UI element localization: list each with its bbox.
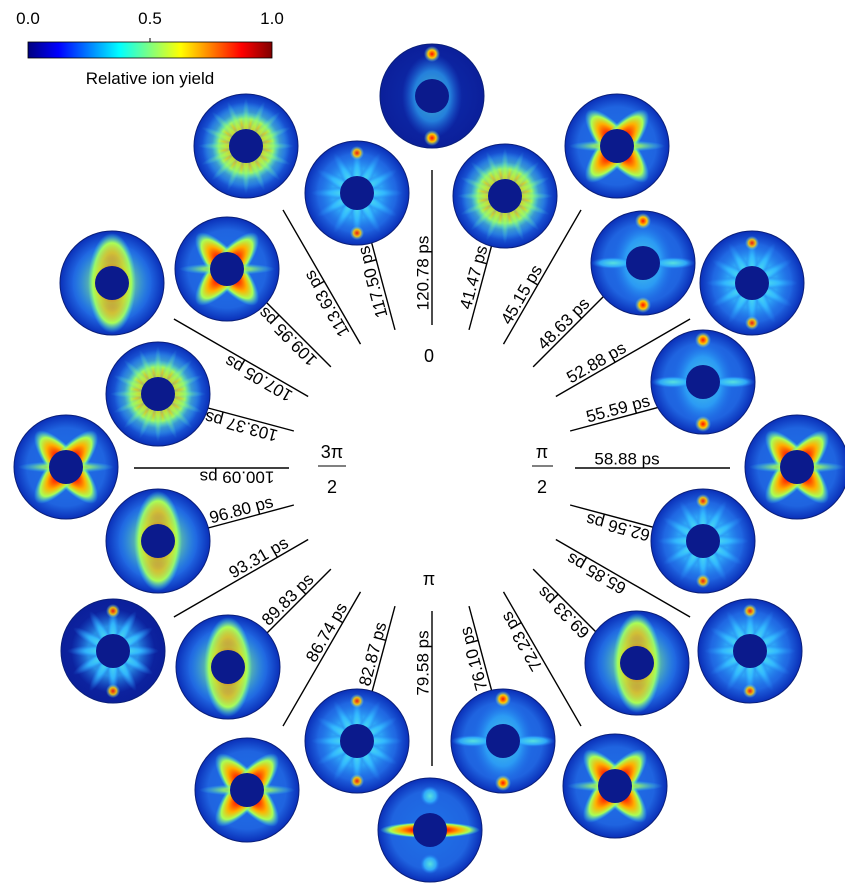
delay-label: 65.85 ps bbox=[563, 549, 629, 598]
delay-label: 58.88 ps bbox=[594, 450, 659, 469]
delay-label: 89.83 ps bbox=[258, 570, 318, 630]
spoke-line bbox=[282, 591, 362, 727]
colorbar-tick-0: 0.0 bbox=[16, 9, 40, 28]
ion-image bbox=[744, 414, 845, 520]
delay-label: 72.23 ps bbox=[497, 608, 546, 674]
phase-label-pi: π bbox=[423, 569, 435, 589]
phase-labels: 0 π π 2 3π 2 bbox=[318, 346, 553, 589]
ion-image bbox=[105, 488, 211, 594]
ion-image bbox=[193, 93, 299, 199]
delay-label: 103.37 ps bbox=[203, 407, 280, 445]
delay-label: 62.56 ps bbox=[584, 510, 652, 545]
ion-image bbox=[650, 329, 756, 435]
ion-image bbox=[194, 737, 300, 843]
ion-image bbox=[175, 614, 281, 720]
delay-label: 69.33 ps bbox=[534, 582, 594, 642]
delay-label: 86.74 ps bbox=[302, 599, 351, 665]
delay-label: 96.80 ps bbox=[207, 492, 275, 527]
ion-image bbox=[304, 688, 410, 794]
colorbar: 0.0 0.5 1.0 Relative ion yield bbox=[16, 9, 284, 88]
spoke-line bbox=[502, 591, 582, 727]
delay-label: 113.63 ps bbox=[300, 267, 353, 340]
delay-label: 45.15 ps bbox=[497, 262, 546, 328]
delay-label: 93.31 ps bbox=[226, 533, 292, 582]
delay-label: 55.59 ps bbox=[584, 391, 652, 426]
delay-label: 52.88 ps bbox=[563, 338, 629, 387]
spoke-line bbox=[502, 209, 582, 345]
ion-image bbox=[564, 93, 670, 199]
ion-image bbox=[697, 598, 803, 704]
delay-label: 76.10 ps bbox=[456, 625, 491, 693]
delay-label: 100.09 ps bbox=[200, 468, 275, 487]
ion-image bbox=[304, 140, 410, 246]
delay-label: 107.05 ps bbox=[222, 351, 296, 405]
ion-image bbox=[377, 777, 483, 883]
colorbar-scale bbox=[27, 41, 273, 59]
ion-image bbox=[584, 610, 690, 716]
phase-label-half-pi-num: π bbox=[536, 442, 548, 462]
ion-image bbox=[590, 210, 696, 316]
ion-image bbox=[379, 43, 485, 149]
phase-label-three-half-pi-num: 3π bbox=[321, 442, 343, 462]
phase-label-three-half-pi-den: 2 bbox=[327, 477, 337, 497]
spoke-line bbox=[555, 318, 691, 398]
ion-image bbox=[699, 230, 805, 336]
ion-image bbox=[174, 216, 280, 322]
delay-label: 82.87 ps bbox=[355, 620, 390, 688]
spoke-line bbox=[555, 538, 691, 618]
ion-image bbox=[450, 688, 556, 794]
spoke-line bbox=[282, 209, 362, 345]
phase-label-zero: 0 bbox=[424, 346, 434, 366]
phase-label-half-pi-den: 2 bbox=[537, 477, 547, 497]
ion-image bbox=[650, 488, 756, 594]
colorbar-tick-1: 0.5 bbox=[138, 9, 162, 28]
colorbar-label: Relative ion yield bbox=[86, 69, 215, 88]
spoke-line bbox=[173, 538, 309, 618]
delay-label: 109.95 ps bbox=[255, 303, 321, 369]
spoke-line bbox=[173, 318, 309, 398]
ion-image bbox=[13, 414, 119, 520]
ion-image bbox=[452, 143, 558, 249]
ion-image bbox=[105, 341, 211, 447]
delay-label: 120.78 ps bbox=[414, 236, 433, 311]
colorbar-tick-2: 1.0 bbox=[260, 9, 284, 28]
delay-label: 48.63 ps bbox=[534, 294, 594, 354]
ion-image bbox=[60, 598, 166, 704]
ion-image bbox=[562, 733, 668, 839]
ion-image bbox=[59, 230, 165, 336]
delay-label: 41.47 ps bbox=[456, 243, 491, 311]
delay-label: 117.50 ps bbox=[354, 244, 391, 320]
delay-label: 79.58 ps bbox=[414, 630, 433, 695]
